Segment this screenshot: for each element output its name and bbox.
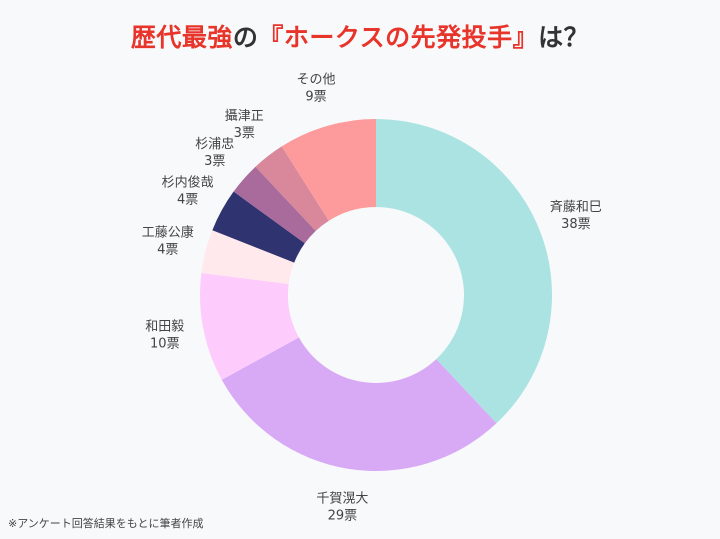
slice-4 — [212, 191, 305, 263]
source-note: ※アンケート回答結果をもとに筆者作成 — [8, 517, 204, 530]
slice-label-2: 和田毅 10票 — [145, 318, 184, 351]
slice-6 — [255, 146, 329, 231]
slice-2 — [200, 272, 299, 380]
slice-3 — [201, 230, 295, 284]
slice-5 — [233, 166, 316, 244]
slice-label-0: 斉藤和巳 38票 — [550, 199, 602, 232]
slice-0 — [376, 119, 552, 424]
slice-1 — [221, 337, 497, 471]
title-part-2: の — [232, 23, 259, 52]
slice-label-1: 千賀滉大 29票 — [316, 490, 368, 523]
slice-label-3: 工藤公康 4票 — [142, 225, 194, 258]
slice-label-4: 杉内俊哉 4票 — [162, 174, 214, 207]
title-part-3: 『ホークスの先発投手』 — [258, 23, 539, 52]
slice-label-7: その他 9票 — [297, 73, 336, 105]
slice-label-6: 攝津正 3票 — [225, 108, 264, 141]
slice-label-5: 杉浦忠 3票 — [195, 137, 234, 169]
slice-7 — [281, 119, 376, 221]
title-part-1: 歴代最強 — [130, 23, 233, 52]
chart-title: 歴代最強の『ホークスの先発投手』は？ — [0, 18, 720, 54]
title-part-4: は？ — [538, 23, 590, 52]
